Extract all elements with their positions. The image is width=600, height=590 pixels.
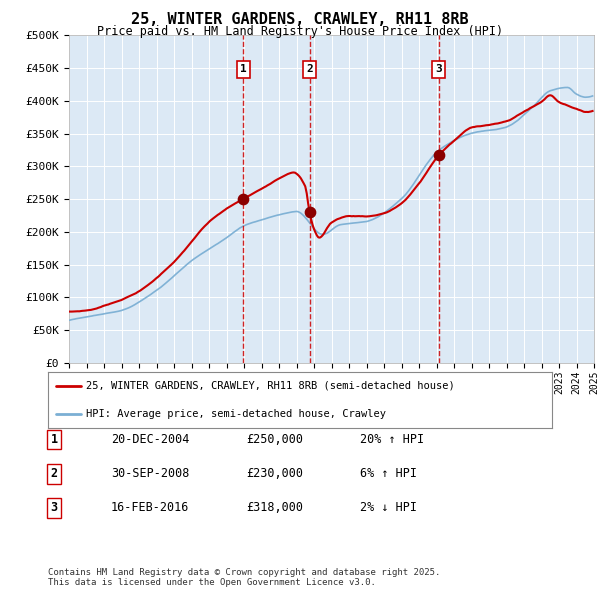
Point [239,195,248,204]
Text: 16-FEB-2016: 16-FEB-2016 [111,502,190,514]
Text: Contains HM Land Registry data © Crown copyright and database right 2025.
This d: Contains HM Land Registry data © Crown c… [48,568,440,587]
Text: 20-DEC-2004: 20-DEC-2004 [111,433,190,446]
Text: 1: 1 [240,64,247,74]
Text: 1: 1 [50,433,58,446]
Text: 3: 3 [50,502,58,514]
Text: £318,000: £318,000 [246,502,303,514]
Text: 2: 2 [50,467,58,480]
Text: 2% ↓ HPI: 2% ↓ HPI [360,502,417,514]
Text: 20% ↑ HPI: 20% ↑ HPI [360,433,424,446]
Text: 3: 3 [435,64,442,74]
Text: 2: 2 [306,64,313,74]
Text: 6% ↑ HPI: 6% ↑ HPI [360,467,417,480]
Point [305,208,314,217]
Text: £230,000: £230,000 [246,467,303,480]
Text: Price paid vs. HM Land Registry's House Price Index (HPI): Price paid vs. HM Land Registry's House … [97,25,503,38]
Text: HPI: Average price, semi-detached house, Crawley: HPI: Average price, semi-detached house,… [86,409,386,419]
Text: 25, WINTER GARDENS, CRAWLEY, RH11 8RB: 25, WINTER GARDENS, CRAWLEY, RH11 8RB [131,12,469,27]
Text: 30-SEP-2008: 30-SEP-2008 [111,467,190,480]
Point [434,150,443,159]
Text: £250,000: £250,000 [246,433,303,446]
Text: 25, WINTER GARDENS, CRAWLEY, RH11 8RB (semi-detached house): 25, WINTER GARDENS, CRAWLEY, RH11 8RB (s… [86,381,455,391]
